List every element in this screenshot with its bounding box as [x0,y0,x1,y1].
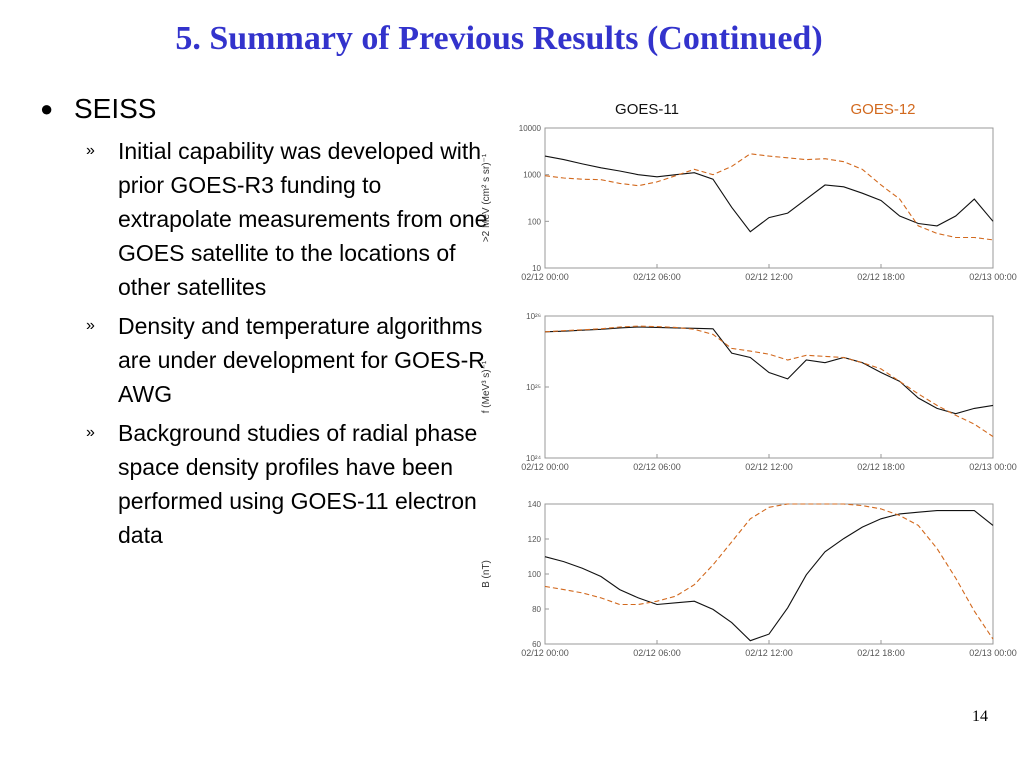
x-tick-label: 02/12 00:00 [521,648,569,658]
double-chevron-icon: » [86,317,95,334]
x-tick-label: 02/12 12:00 [745,648,793,658]
y-tick-label: 10²⁶ [526,312,541,321]
x-tick-label: 02/12 12:00 [745,462,793,472]
bullet-dot-icon: ● [40,96,54,121]
sub-bullet-1: » Initial capability was developed with … [40,134,490,304]
bullet-main-text: SEISS [74,93,157,124]
y-axis-label: f (MeV³ s)⁻¹ [481,360,492,413]
y-tick-label: 10²⁴ [526,454,542,463]
y-axis-label: B (nT) [481,560,492,588]
y-tick-label: 80 [532,605,541,614]
y-tick-label: 140 [528,500,542,509]
y-tick-label: 10 [532,264,541,273]
bullet-list: ● SEISS » Initial capability was develop… [40,92,490,557]
x-tick-label: 02/13 00:00 [969,648,1017,658]
page-number: 14 [972,708,988,725]
series-line-goes-11 [544,326,994,415]
series-line-goes-11 [544,510,994,642]
series-line-goes-12 [544,153,994,241]
slide-title: 5. Summary of Previous Results (Continue… [175,20,823,57]
x-tick-label: 02/12 12:00 [745,272,793,282]
sub-bullet-3: » Background studies of radial phase spa… [40,416,490,552]
y-tick-label: 1000 [523,171,541,180]
x-tick-label: 02/12 06:00 [633,272,681,282]
y-tick-label: 10000 [519,124,542,133]
legend-goes-11: GOES-11 [615,101,679,118]
series-line-goes-12 [544,325,994,438]
plot-frame [544,503,994,645]
plot-frame [544,127,994,269]
series-line-goes-11 [544,155,994,233]
legend-goes-12: GOES-12 [850,101,915,118]
double-chevron-icon: » [86,424,95,441]
y-tick-label: 100 [528,217,542,226]
sub-bullet-text: Density and temperature algorithms are u… [118,313,485,407]
y-tick-label: 60 [532,640,541,649]
goes-charts-figure: GOES-11 GOES-12 10000 1000 100 10 02/12 00:00 0… [475,92,1024,672]
sub-bullet-text: Background studies of radial phase space… [118,420,478,548]
x-tick-label: 02/12 00:00 [521,462,569,472]
plot-frame [544,315,994,459]
y-axis-label: >2 MeV (cm² s sr)⁻¹ [481,153,492,242]
x-tick-label: 02/12 00:00 [521,272,569,282]
double-chevron-icon: » [86,142,95,159]
x-tick-label: 02/12 18:00 [857,648,905,658]
bullet-main: ● SEISS [40,92,490,126]
sub-bullet-2: » Density and temperature algorithms are… [40,309,490,411]
x-tick-label: 02/12 18:00 [857,462,905,472]
y-tick-label: 100 [528,570,542,579]
x-tick-label: 02/12 06:00 [633,648,681,658]
x-tick-label: 02/12 18:00 [857,272,905,282]
x-tick-label: 02/13 00:00 [969,462,1017,472]
y-tick-label: 10²⁵ [526,383,541,392]
sub-bullet-text: Initial capability was developed with pr… [118,138,488,300]
x-tick-label: 02/12 06:00 [633,462,681,472]
x-tick-label: 02/13 00:00 [969,272,1017,282]
y-tick-label: 120 [528,535,542,544]
series-line-goes-12 [544,503,994,640]
